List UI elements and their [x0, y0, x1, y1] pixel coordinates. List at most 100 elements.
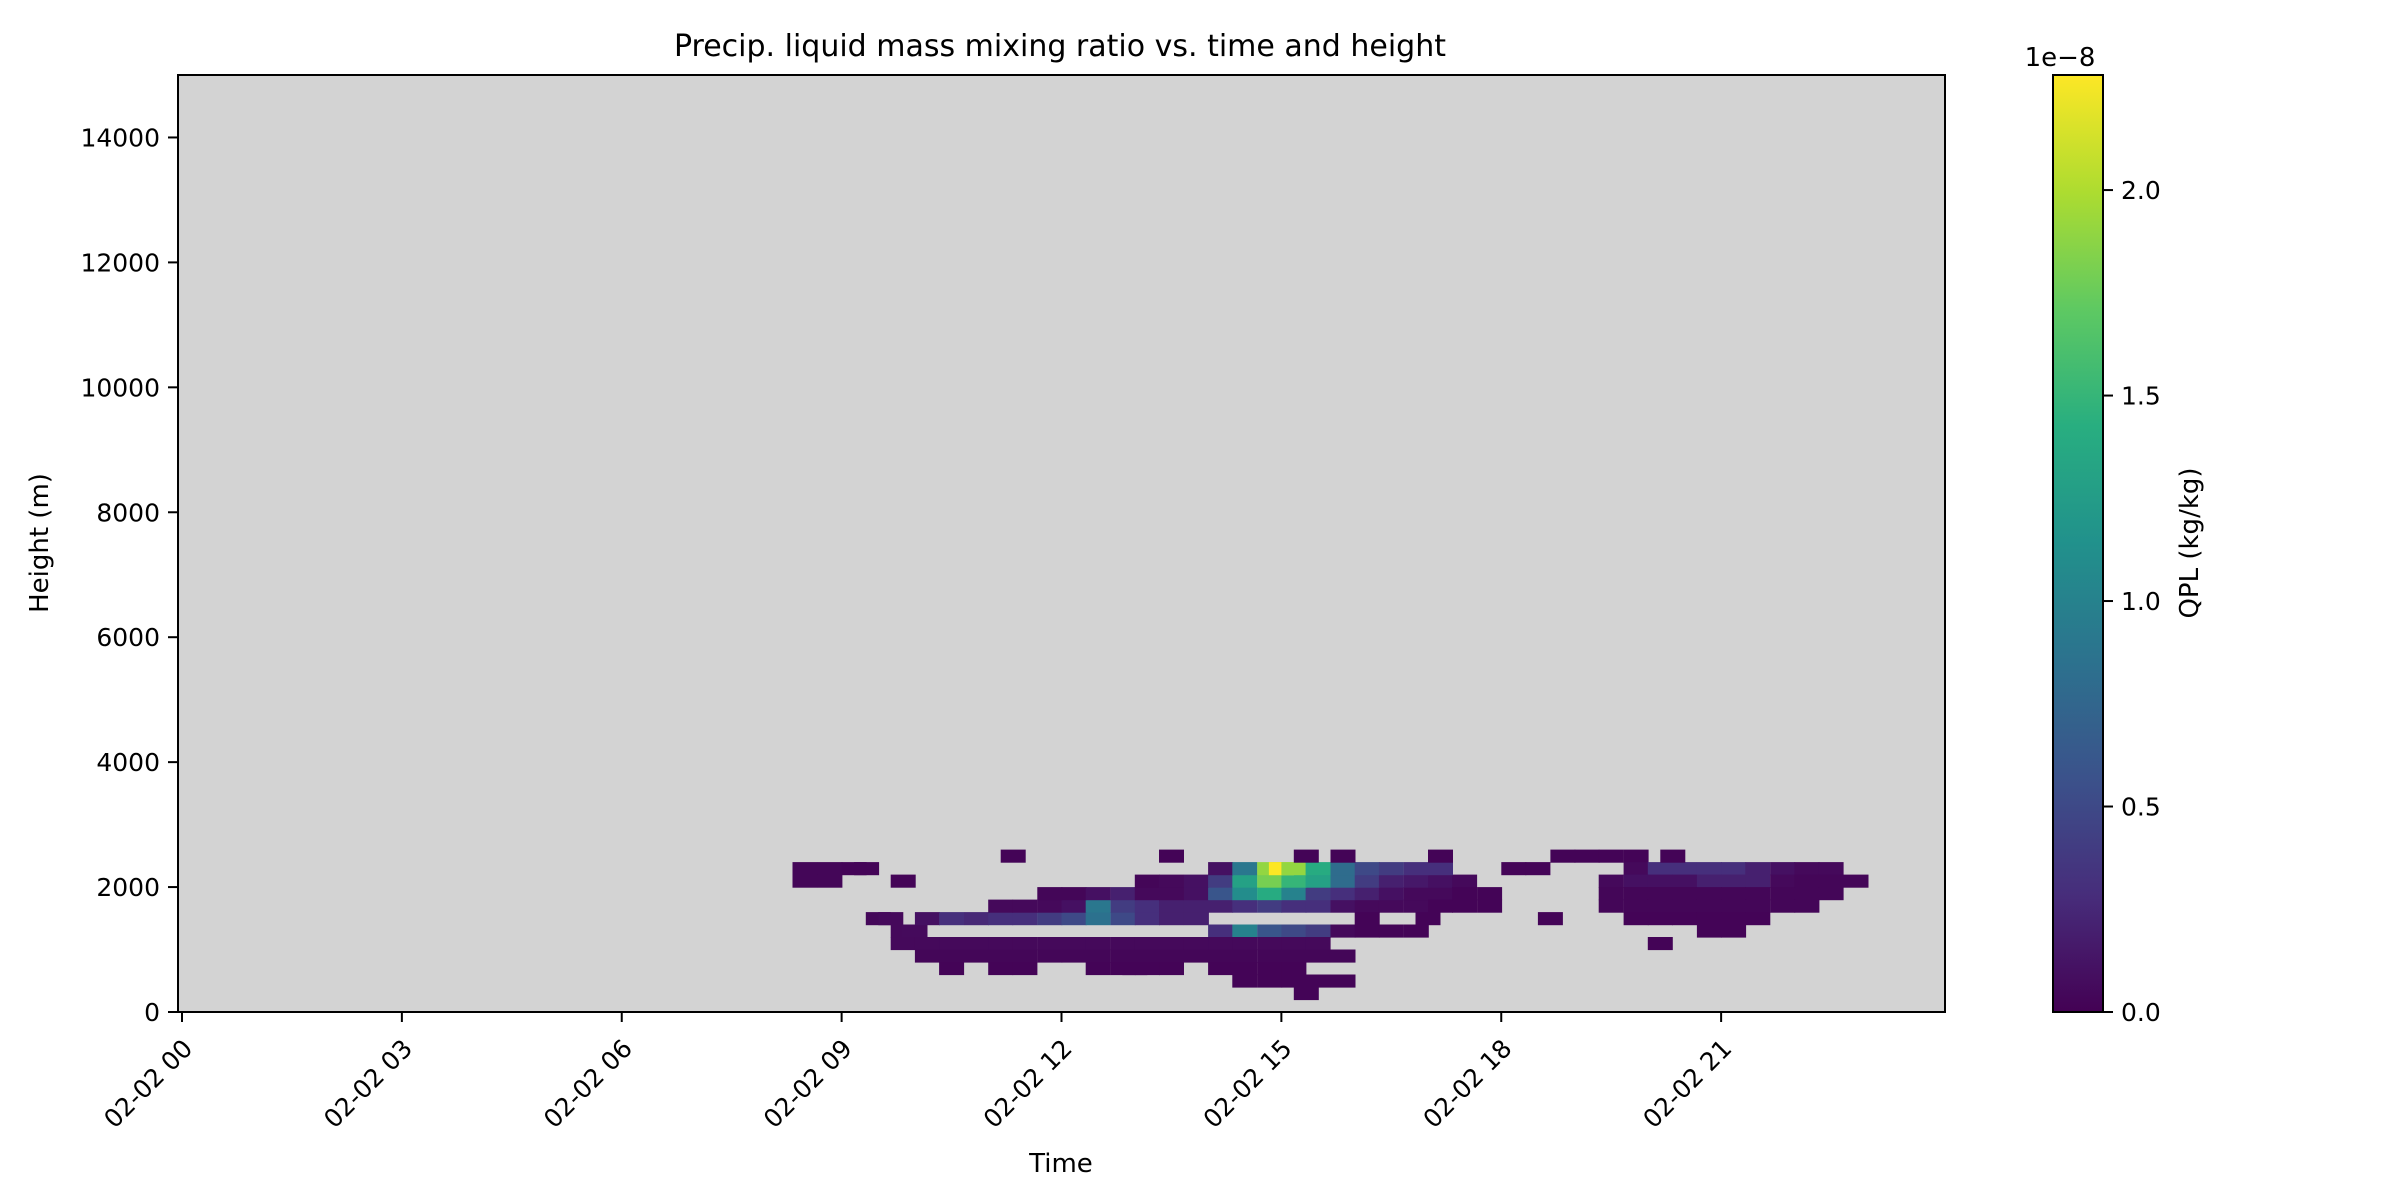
- x-tick-label: 02-02 12: [978, 1034, 1078, 1134]
- heatmap-cell: [1232, 937, 1257, 950]
- heatmap-cell: [817, 862, 842, 875]
- heatmap-cell: [1281, 975, 1306, 988]
- y-tick-label: 12000: [80, 248, 160, 277]
- y-tick-label: 2000: [96, 873, 160, 902]
- heatmap-cell: [1062, 887, 1087, 900]
- heatmap-cell: [1232, 975, 1257, 988]
- colorbar-tick-label: 1.5: [2121, 382, 2161, 411]
- heatmap-cell: [1281, 875, 1306, 888]
- heatmap-cell: [1208, 875, 1233, 888]
- heatmap-cell: [1501, 862, 1526, 875]
- heatmap-cell: [1721, 925, 1746, 938]
- heatmap-cell: [1599, 887, 1624, 900]
- colorbar-tick-label: 0.0: [2121, 998, 2161, 1027]
- heatmap-cell: [1624, 862, 1649, 875]
- heatmap-cell: [1281, 900, 1306, 913]
- heatmap-cell: [1281, 862, 1306, 875]
- heatmap-cell: [1037, 887, 1062, 900]
- heatmap-cell: [1355, 887, 1380, 900]
- heatmap-cell: [1624, 850, 1649, 863]
- heatmap-cell: [817, 875, 842, 888]
- heatmap-cell: [1599, 875, 1624, 888]
- heatmap-cell: [939, 912, 964, 925]
- heatmap-cell: [1232, 962, 1257, 975]
- heatmap-cell: [1331, 850, 1356, 863]
- heatmap-cell: [1159, 962, 1184, 975]
- heatmap-cell: [1111, 887, 1136, 900]
- heatmap-cell: [1697, 925, 1722, 938]
- heatmap-cell: [1428, 850, 1453, 863]
- heatmap-cell: [1452, 900, 1477, 913]
- heatmap-cell: [1232, 925, 1257, 938]
- heatmap-cell: [1159, 950, 1184, 963]
- heatmap-cell: [1452, 875, 1477, 888]
- heatmap-cell: [1428, 887, 1453, 900]
- heatmap-cell: [1331, 950, 1356, 963]
- heatmap-cell: [1086, 950, 1111, 963]
- heatmap-cell: [1844, 875, 1869, 888]
- heatmap-cell: [1135, 962, 1160, 975]
- heatmap-cell: [1135, 887, 1160, 900]
- heatmap-cell: [1624, 887, 1649, 900]
- heatmap-cell: [939, 937, 964, 950]
- heatmap-cell: [1721, 912, 1746, 925]
- heatmap-cell: [891, 875, 916, 888]
- heatmap-cell: [988, 912, 1013, 925]
- heatmap-cell: [1001, 850, 1026, 863]
- heatmap-cell: [903, 925, 928, 938]
- heatmap-cell: [1257, 962, 1282, 975]
- y-tick-label: 0: [144, 998, 160, 1027]
- heatmap-cell: [1012, 912, 1037, 925]
- heatmap-cell: [1012, 962, 1037, 975]
- heatmap-cell: [939, 962, 964, 975]
- heatmap-cell: [1208, 950, 1233, 963]
- heatmap-cell: [878, 912, 903, 925]
- y-axis-label: Height (m): [25, 473, 55, 613]
- heatmap-cell: [1770, 900, 1795, 913]
- heatmap-cell: [1745, 900, 1770, 913]
- heatmap-cell: [1257, 887, 1282, 900]
- heatmap-cell: [1159, 912, 1184, 925]
- heatmap-cell: [1452, 887, 1477, 900]
- heatmap-cell: [1257, 900, 1282, 913]
- heatmap-cell: [1257, 925, 1282, 938]
- heatmap-cell: [1550, 850, 1575, 863]
- heatmap-cell: [1379, 862, 1404, 875]
- heatmap-cell: [1477, 900, 1502, 913]
- heatmap-cell: [1184, 937, 1209, 950]
- x-tick-label: 02-02 03: [318, 1034, 418, 1134]
- heatmap-cell: [1404, 900, 1429, 913]
- heatmap-cell: [1331, 875, 1356, 888]
- heatmap-cell: [1294, 987, 1319, 1000]
- heatmap-cell: [854, 862, 879, 875]
- heatmap-cell: [1599, 900, 1624, 913]
- heatmap-cell: [1355, 925, 1380, 938]
- colorbar-label: QPL (kg/kg): [2175, 467, 2205, 618]
- heatmap-cell: [1232, 900, 1257, 913]
- heatmap-cell: [793, 875, 818, 888]
- heatmap-cell: [1159, 937, 1184, 950]
- heatmap-cell: [1257, 975, 1282, 988]
- heatmap-cell: [1721, 900, 1746, 913]
- heatmap-cell: [1331, 887, 1356, 900]
- heatmap-cell: [1648, 875, 1673, 888]
- heatmap-cell: [1232, 887, 1257, 900]
- heatmap-cell: [1355, 900, 1380, 913]
- heatmap-cell: [1355, 912, 1380, 925]
- x-axis-ticks: 02-02 00 02-02 03 02-02 06 02-02 09 02-02 12…: [98, 1012, 1737, 1134]
- heatmap-cell: [1624, 900, 1649, 913]
- heatmap-cell: [1135, 950, 1160, 963]
- heatmap-cell: [1477, 887, 1502, 900]
- colorbar-tick-label: 2.0: [2121, 176, 2161, 205]
- heatmap-cell: [1281, 962, 1306, 975]
- heatmap-cell: [1672, 862, 1697, 875]
- x-tick-label: 02-02 06: [538, 1034, 638, 1134]
- heatmap-cell: [1184, 900, 1209, 913]
- heatmap-cell: [1281, 937, 1306, 950]
- heatmap-cell: [1794, 862, 1819, 875]
- heatmap-cell: [1428, 900, 1453, 913]
- heatmap-cell: [1404, 862, 1429, 875]
- heatmap-cell: [1819, 875, 1844, 888]
- heatmap-cell: [1331, 925, 1356, 938]
- heatmap-cell: [1232, 950, 1257, 963]
